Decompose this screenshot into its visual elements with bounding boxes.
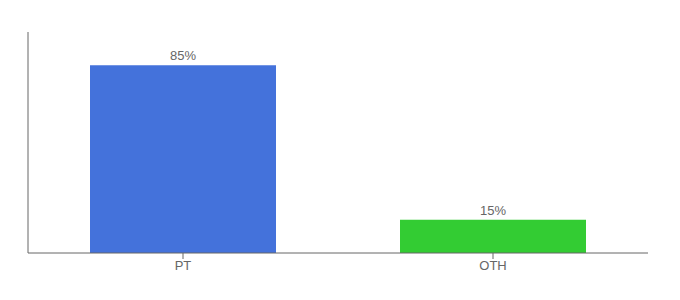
svg-text:85%: 85%: [170, 48, 196, 63]
svg-text:15%: 15%: [480, 203, 506, 218]
svg-text:PT: PT: [175, 258, 192, 273]
svg-text:OTH: OTH: [479, 258, 506, 273]
